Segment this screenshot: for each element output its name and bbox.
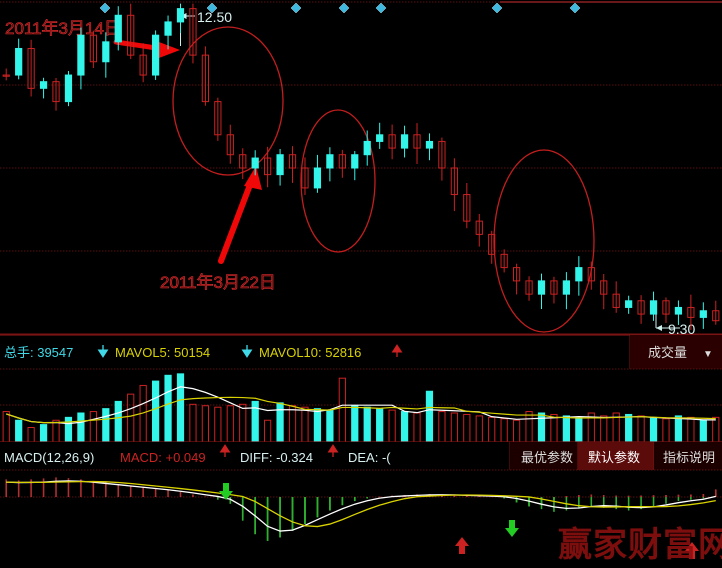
- svg-text:指标说明: 指标说明: [663, 450, 715, 465]
- svg-text:总手: 39547: 总手: 39547: [4, 345, 73, 360]
- svg-text:DEA: -(: DEA: -(: [348, 450, 391, 465]
- svg-text:▼: ▼: [703, 349, 713, 360]
- svg-text:MAVOL10: 52816: MAVOL10: 52816: [259, 345, 361, 360]
- svg-text:成交量: 成交量: [648, 345, 687, 360]
- svg-text:2011年3月14日: 2011年3月14日: [5, 19, 121, 38]
- svg-text:12.50: 12.50: [197, 9, 232, 25]
- svg-text:MAVOL5: 50154: MAVOL5: 50154: [115, 345, 210, 360]
- svg-text:MACD: +0.049: MACD: +0.049: [120, 450, 206, 465]
- svg-text:赢家财富网: 赢家财富网: [558, 525, 722, 564]
- svg-text:2011年3月22日: 2011年3月22日: [160, 273, 276, 292]
- svg-text:MACD(12,26,9): MACD(12,26,9): [4, 450, 94, 465]
- svg-text:最优参数: 最优参数: [521, 450, 573, 465]
- svg-text:默认参数: 默认参数: [588, 450, 640, 465]
- svg-text:DIFF: -0.324: DIFF: -0.324: [240, 450, 313, 465]
